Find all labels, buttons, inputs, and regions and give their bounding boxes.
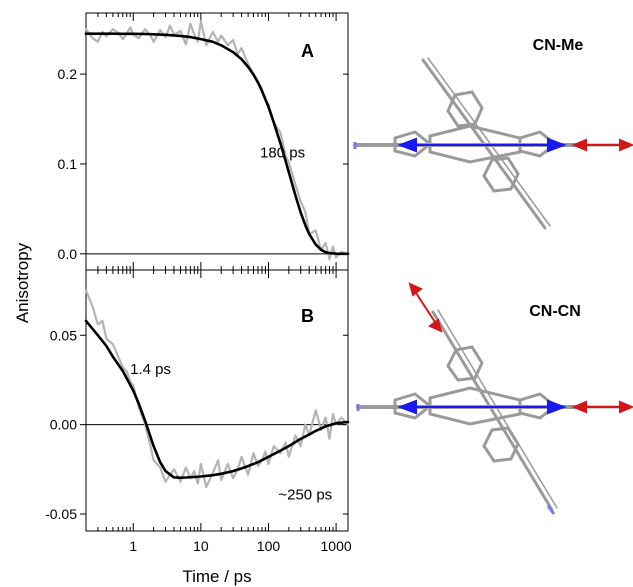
arrowhead-left-icon	[571, 138, 587, 152]
annotation-label: 1.4 ps	[130, 361, 171, 378]
porphyrin-core	[428, 386, 522, 426]
red-transition-arrow-diagonal	[408, 282, 443, 333]
data-trace-a	[84, 20, 350, 261]
blue-transition-arrow-cn-me	[397, 137, 567, 153]
arrowhead-right-icon	[547, 137, 567, 153]
fit-curve-a	[84, 32, 350, 256]
phenyl-ring-upper	[446, 90, 484, 128]
x-tick-label: 10	[193, 538, 209, 554]
arrowhead-left-icon	[397, 137, 417, 153]
panel-b-frame	[85, 269, 349, 532]
x-tick-label: 1	[129, 538, 137, 554]
phenyl-ring-lower	[482, 156, 520, 193]
y-axis-label: Anisotropy	[13, 242, 32, 323]
y-tick-label: -0.05	[45, 506, 77, 522]
panel-a-label: A	[301, 41, 314, 61]
arrowhead-left-icon	[571, 400, 587, 414]
nitrogen-marker	[546, 505, 556, 515]
arrowhead-down-icon	[428, 318, 443, 333]
x-axis-label: Time / ps	[182, 567, 251, 586]
data-trace-b	[84, 289, 350, 489]
x-tick-label: 1000	[321, 538, 352, 554]
fit-curve-b	[84, 319, 350, 479]
arrowhead-right-icon	[619, 400, 633, 414]
phenyl-ring-lower	[482, 426, 520, 463]
y-tick-label: 0.00	[50, 417, 77, 433]
x-tick-label: 100	[257, 538, 281, 554]
pyrrole-left	[393, 130, 433, 158]
arrowhead-right-icon	[619, 138, 633, 152]
porphyrin-core	[428, 124, 522, 164]
arrowhead-right-icon	[547, 399, 567, 415]
y-tick-label: 0.05	[50, 327, 77, 343]
y-tick-label: 0.1	[58, 156, 78, 172]
arrowhead-up-icon	[408, 282, 423, 297]
molecule-long-arm	[431, 310, 554, 512]
panel-b-label: B	[301, 306, 314, 326]
phenyl-ring-upper	[446, 345, 484, 382]
molecule-long-arm-inner	[427, 57, 551, 227]
blue-transition-arrow-cn-cn	[397, 399, 567, 415]
y-tick-label: 0.2	[58, 66, 78, 82]
y-tick-label: 0.0	[58, 246, 78, 262]
annotation-label: ~250 ps	[278, 486, 332, 503]
red-transition-arrow-cn-me	[571, 138, 633, 152]
molecule-label-cn-cn: CN-CN	[529, 303, 581, 320]
annotation-label: 180 ps	[260, 144, 305, 161]
arrowhead-left-icon	[397, 399, 417, 415]
molecule-cn-cn	[356, 309, 630, 512]
red-transition-arrow-cn-cn	[571, 400, 633, 414]
molecule-label-cn-me: CN-Me	[533, 37, 584, 54]
plot-layer: 0.0 0.1 0.2 180 ps 1 10 100 1000 -0.05 0.00 0.05 1.…	[45, 13, 352, 554]
pyrrole-left	[393, 392, 433, 420]
